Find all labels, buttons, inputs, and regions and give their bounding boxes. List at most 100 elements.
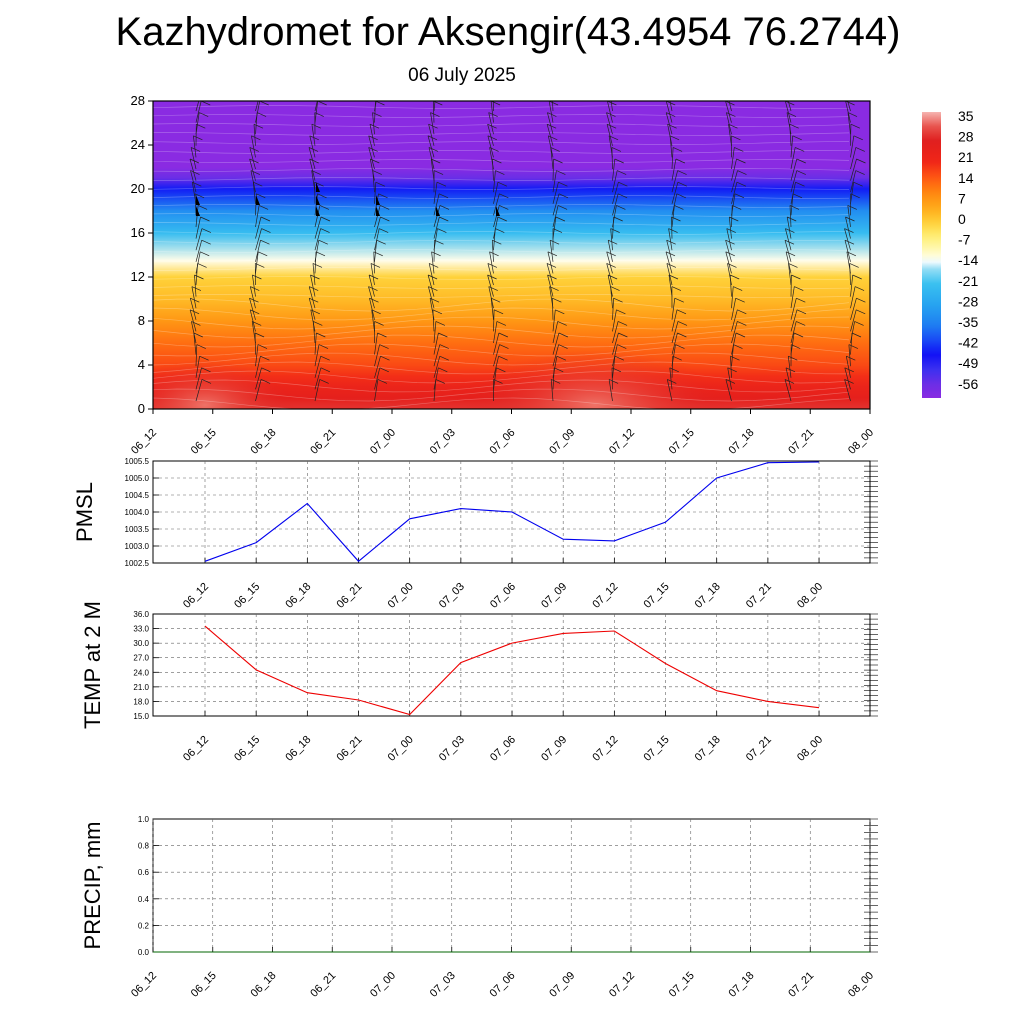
isotherm-line: [153, 334, 850, 348]
colorbar-label: -42: [958, 335, 978, 351]
wind-barb-flag: [846, 251, 857, 257]
wind-barb-flag: [852, 274, 862, 280]
wind-barb-flag: [494, 89, 503, 93]
wind-barb-flag: [737, 309, 747, 315]
wind-barb-staff: [671, 216, 673, 239]
wind-barb-flag: [261, 89, 270, 93]
wind-barb-staff: [194, 274, 197, 297]
wind-barb-flag: [791, 274, 801, 280]
wind-barb-staff: [610, 286, 613, 309]
wind-barb-flag: [853, 181, 863, 187]
wind-barb-flag: [666, 239, 676, 245]
wind-barb-staff: [490, 298, 494, 320]
x-tick-label: 06_15: [232, 734, 262, 764]
wind-barb-staff: [492, 158, 494, 181]
x-tick-label: 07_12: [590, 734, 620, 764]
wind-barb-staff: [255, 379, 262, 402]
wind-barb-flag: [796, 297, 806, 303]
wind-barb-staff: [427, 135, 435, 158]
wind-barb-staff: [493, 193, 500, 216]
wind-pennant: [376, 206, 380, 216]
wind-barb-staff: [493, 309, 495, 332]
wind-barb-flag: [428, 123, 438, 129]
wind-barb-staff: [725, 379, 732, 402]
wind-barb-flag: [784, 379, 795, 384]
wind-barb-staff: [785, 251, 792, 274]
wind-barb-flag: [499, 193, 509, 199]
y-tick-label: 0.6: [138, 868, 150, 877]
wind-barb-flag: [250, 170, 261, 175]
wind-barb-flag: [497, 216, 507, 222]
wind-barb-flag: [558, 332, 569, 338]
wind-barb-flag: [249, 158, 259, 164]
wind-barb-flag: [617, 170, 627, 175]
wind-barb-staff: [493, 344, 500, 367]
wind-barb-flag: [315, 251, 326, 257]
wind-barb-flag: [736, 181, 747, 187]
wind-barb-staff: [612, 298, 614, 320]
wind-barb-staff: [785, 228, 792, 251]
wind-barb-flag: [495, 170, 505, 175]
wind-barb-staff: [790, 135, 794, 158]
heatmap-x-tick-label: 06_18: [249, 427, 279, 457]
wind-barb-staff: [668, 274, 673, 297]
wind-barb-staff: [373, 251, 375, 274]
isotherm-line: [153, 294, 850, 298]
wind-barb-staff: [431, 251, 435, 274]
wind-pennant: [496, 206, 500, 216]
x-tick-label: 07_21: [744, 581, 774, 611]
wind-barb-flag: [725, 379, 736, 384]
wind-barb-staff: [847, 101, 851, 112]
wind-barb-staff: [374, 344, 380, 367]
wind-barb-staff: [255, 356, 261, 378]
wind-barb-staff: [433, 182, 438, 204]
wind-barb-flag: [613, 297, 623, 303]
wind-pennant: [316, 182, 320, 192]
wind-barb-staff: [433, 332, 439, 355]
wind-barb-flag: [733, 344, 743, 349]
wind-barb-staff: [790, 182, 796, 204]
wind-barb-staff: [369, 124, 375, 146]
wind-barb-staff: [789, 205, 792, 228]
warm-core-left: [153, 360, 295, 409]
wind-barb-staff: [314, 379, 321, 402]
x-tick-label: 07_06: [488, 970, 518, 1000]
wind-barb-staff: [308, 298, 316, 320]
wind-barb-staff: [314, 101, 318, 112]
wind-barb-flag: [490, 101, 501, 106]
wind-barb-flag: [844, 379, 854, 384]
y-tick-label: 1003.0: [125, 542, 150, 551]
wind-barb-staff: [493, 205, 500, 228]
wind-barb-flag: [848, 344, 859, 349]
wind-barb-staff: [193, 332, 197, 355]
wind-barb-flag: [201, 367, 211, 373]
wind-barb-staff: [195, 379, 203, 402]
page-title: Kazhydromet for Aksengir(43.4954 76.2744…: [115, 10, 901, 54]
wind-barb-flag: [548, 101, 559, 106]
wind-barb-flag: [613, 216, 623, 222]
wind-barb-flag: [201, 239, 211, 245]
y-tick-label: 1003.5: [125, 525, 150, 534]
wind-barb-flag: [196, 344, 206, 349]
wind-barb-staff: [369, 298, 375, 320]
wind-barb-staff: [308, 147, 316, 170]
wind-barb-staff: [493, 228, 496, 251]
wind-barb-flag: [855, 170, 865, 175]
wind-barb-staff: [552, 101, 554, 112]
wind-barb-staff: [731, 321, 738, 344]
wind-barb-staff: [249, 286, 256, 309]
wind-barb-staff: [195, 367, 202, 390]
x-tick-label: 06_12: [181, 581, 211, 611]
wind-barb-staff: [490, 101, 494, 123]
wind-barb-flag: [492, 158, 502, 164]
wind-barb-staff: [671, 332, 678, 355]
wind-barb-staff: [189, 158, 197, 181]
y-tick-label: 36.0: [133, 610, 149, 619]
wind-barb-staff: [784, 101, 792, 123]
wind-barb-flag: [431, 251, 441, 257]
x-tick-label: 06_12: [181, 734, 211, 764]
wind-barb-staff: [255, 251, 259, 274]
wind-barb-staff: [845, 216, 851, 239]
wind-barb-flag: [791, 344, 801, 349]
wind-barb-flag: [735, 297, 745, 303]
